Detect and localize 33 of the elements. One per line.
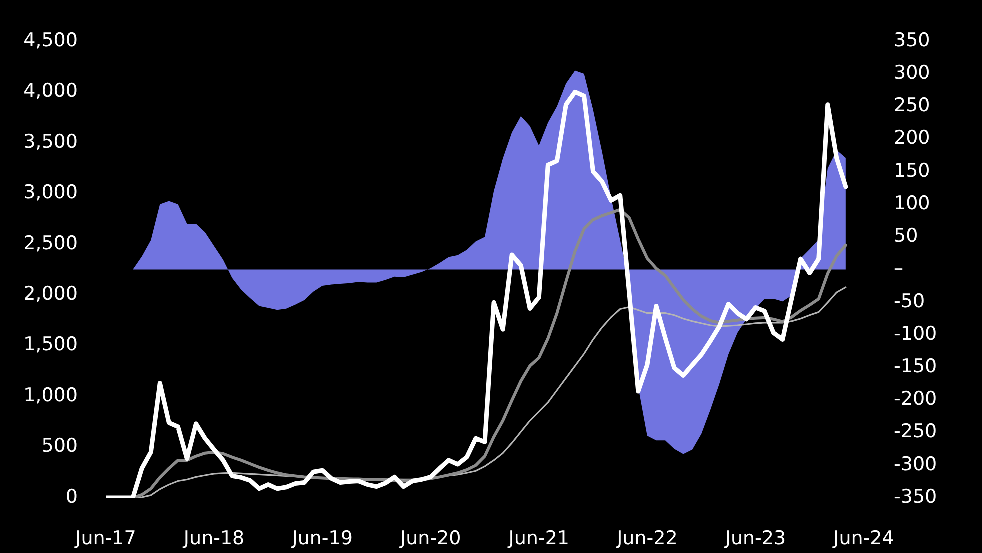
y2-tick-label: 350: [894, 29, 930, 52]
y-tick-label: 2,500: [24, 232, 78, 254]
y2-tick-label: 200: [894, 127, 930, 150]
y2-tick-label: -250: [894, 420, 938, 443]
y-tick-label: 4,000: [24, 80, 78, 102]
y2-tick-label: 300: [894, 62, 930, 84]
y2-tick-label: 50: [894, 225, 918, 248]
y2-tick-label: 150: [894, 160, 930, 182]
x-tick-label: Jun-23: [724, 527, 786, 550]
y-tick-label: 0: [66, 486, 78, 508]
x-tick-label: Jun-18: [182, 527, 245, 550]
x-tick-label: Jun-24: [832, 527, 894, 550]
x-tick-label: Jun-20: [399, 527, 462, 550]
y-tick-label: 2,000: [24, 283, 78, 306]
y-tick-label: 1,500: [24, 334, 78, 356]
y-tick-label: 500: [42, 435, 78, 458]
y2-tick-label: -100: [894, 322, 938, 345]
y2-tick-label: –: [894, 258, 904, 280]
x-tick-label: Jun-17: [74, 527, 136, 550]
y2-tick-label: -350: [894, 486, 938, 508]
y-tick-label: 3,500: [24, 130, 78, 153]
x-tick-label: Jun-19: [291, 527, 353, 550]
y2-tick-label: -200: [894, 388, 938, 410]
y-tick-label: 3,000: [24, 182, 78, 204]
y2-tick-label: 250: [894, 94, 930, 117]
y2-tick-label: -300: [894, 453, 938, 476]
y2-tick-label: -50: [894, 290, 926, 312]
y2-tick-label: -150: [894, 355, 938, 378]
y-tick-label: 1,000: [24, 384, 78, 406]
y-tick-label: 4,500: [24, 29, 78, 52]
y2-tick-label: 100: [894, 192, 930, 214]
x-tick-label: Jun-21: [508, 527, 570, 550]
x-tick-label: Jun-22: [616, 527, 678, 550]
